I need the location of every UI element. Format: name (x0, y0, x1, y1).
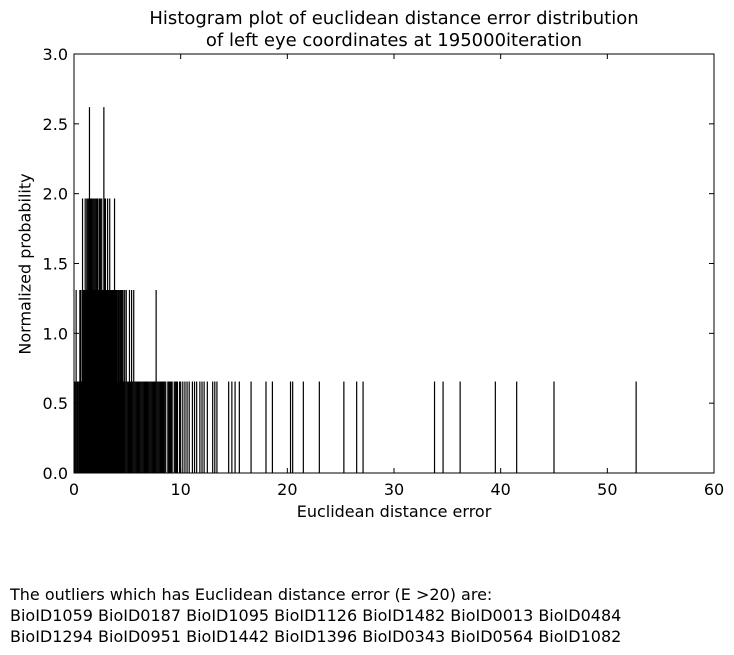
x-tick-label: 10 (170, 480, 190, 499)
chart-title-line-1: Histogram plot of euclidean distance err… (149, 8, 639, 29)
y-axis-label: Normalized probability (15, 173, 35, 355)
x-tick-label: 50 (597, 480, 617, 499)
x-axis-label: Euclidean distance error (296, 502, 492, 521)
histogram-chart: 0 10 20 30 40 50 60 0.0 0.5 1.0 1.5 2.0 2.5 3.0 (43, 45, 725, 499)
outlier-id-list-line-2: BioID1294 BioID0951 BioID1442 BioID1396 … (10, 627, 622, 646)
x-tick-labels: 0 10 20 30 40 50 60 (69, 480, 724, 499)
outlier-note-heading: The outliers which has Euclidean distanc… (10, 585, 493, 604)
x-tick-label: 20 (277, 480, 297, 499)
y-tick-label: 0.5 (43, 394, 68, 413)
x-tick-label: 40 (490, 480, 510, 499)
outlier-id-list-line-1: BioID1059 BioID0187 BioID1095 BioID1126 … (10, 606, 622, 625)
axis-ticks (73, 53, 715, 474)
y-tick-label: 1.5 (43, 255, 68, 274)
x-tick-label: 0 (69, 480, 79, 499)
y-tick-label: 0.0 (43, 464, 68, 483)
chart-title-line-2: of left eye coordinates at 195000iterati… (205, 30, 583, 51)
x-tick-label: 60 (704, 480, 724, 499)
y-tick-label: 1.0 (43, 324, 68, 343)
y-tick-label: 2.0 (43, 185, 68, 204)
y-tick-label: 2.5 (43, 115, 68, 134)
x-tick-label: 30 (384, 480, 404, 499)
y-tick-label: 3.0 (43, 45, 68, 64)
y-tick-labels: 0.0 0.5 1.0 1.5 2.0 2.5 3.0 (43, 45, 68, 483)
histogram-bars (74, 107, 637, 473)
